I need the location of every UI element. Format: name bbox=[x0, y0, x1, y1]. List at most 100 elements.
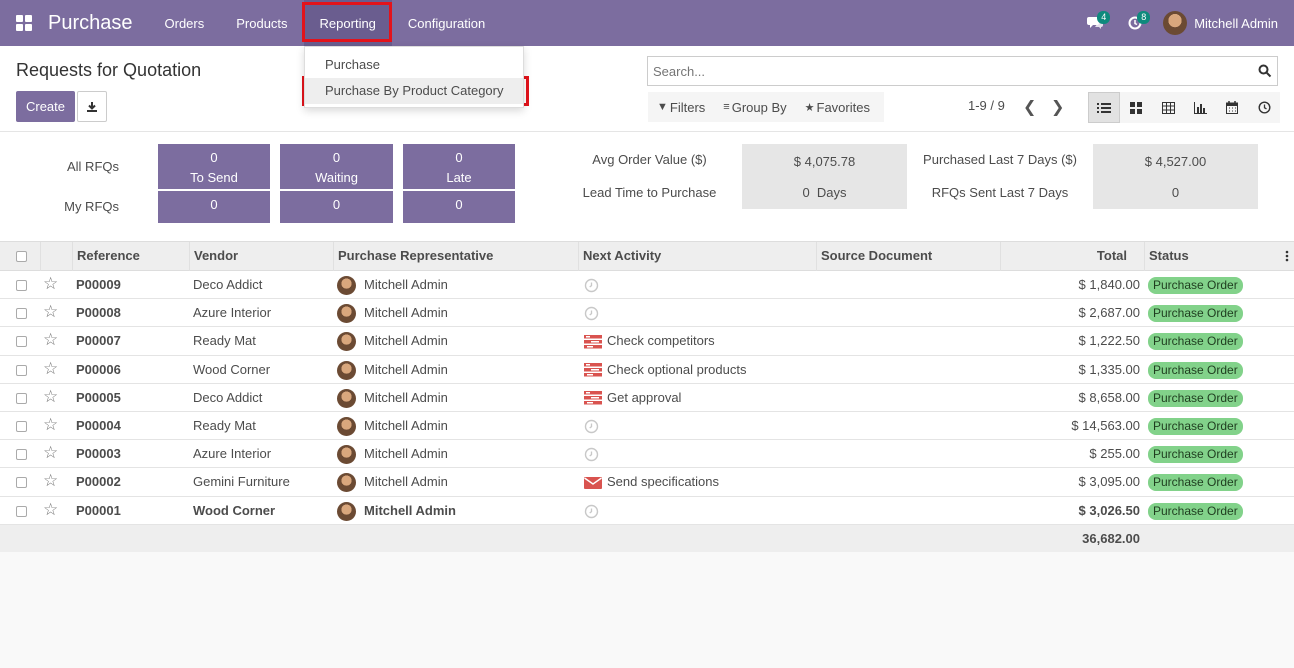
clock-icon[interactable] bbox=[584, 278, 599, 293]
list-view-button[interactable] bbox=[1088, 92, 1120, 123]
table-row[interactable]: ☆ P00003 Azure Interior Mitchell Admin $ 255… bbox=[0, 440, 1294, 469]
favorites-label: Favorites bbox=[816, 99, 870, 115]
pager-value[interactable]: 1-9 / 9 bbox=[968, 98, 1005, 113]
tile-to-send-my[interactable]: 0 bbox=[158, 191, 270, 223]
star-icon[interactable]: ☆ bbox=[43, 471, 59, 491]
table-row[interactable]: ☆ P00004 Ready Mat Mitchell Admin $ 14,563.0… bbox=[0, 411, 1294, 441]
table-row[interactable]: ☆ P00002 Gemini Furniture Mitchell Admin Sen… bbox=[0, 468, 1294, 497]
representative-name: Mitchell Admin bbox=[364, 389, 448, 405]
column-reference[interactable]: Reference bbox=[72, 242, 190, 271]
filters-button[interactable]: ▼ Filters bbox=[648, 100, 714, 115]
search-icon[interactable] bbox=[1258, 64, 1272, 78]
row-checkbox[interactable] bbox=[16, 449, 27, 461]
tile-waiting-my[interactable]: 0 bbox=[280, 191, 393, 223]
apps-menu-icon[interactable] bbox=[0, 0, 48, 46]
app-title[interactable]: Purchase bbox=[48, 11, 133, 34]
star-icon[interactable]: ☆ bbox=[43, 499, 59, 519]
menu-reporting[interactable]: Reporting bbox=[303, 0, 392, 46]
row-checkbox[interactable] bbox=[16, 420, 27, 432]
next-activity-cell[interactable]: Check optional products bbox=[584, 356, 746, 384]
activity-summary: Send specifications bbox=[607, 474, 720, 490]
star-icon[interactable]: ☆ bbox=[43, 302, 59, 322]
lead-time-label: Lead Time to Purchase bbox=[582, 185, 717, 200]
tasks-icon[interactable] bbox=[584, 363, 602, 377]
next-activity-cell[interactable]: Check competitors bbox=[584, 327, 715, 355]
download-button[interactable] bbox=[77, 91, 107, 122]
next-activity-cell[interactable] bbox=[584, 271, 604, 299]
table-row[interactable]: ☆ P00001 Wood Corner Mitchell Admin $ 3,026.… bbox=[0, 496, 1294, 525]
total-cell: $ 3,026.50 bbox=[1078, 502, 1140, 518]
menu-products[interactable]: Products bbox=[236, 15, 288, 31]
column-total[interactable]: Total bbox=[1000, 242, 1145, 271]
graph-view-button[interactable] bbox=[1184, 92, 1216, 123]
next-activity-cell[interactable] bbox=[584, 440, 604, 468]
dropdown-item-purchase[interactable]: Purchase bbox=[325, 57, 380, 72]
next-activity-cell[interactable] bbox=[584, 299, 604, 327]
menu-orders[interactable]: Orders bbox=[164, 15, 205, 31]
status-badge: Purchase Order bbox=[1148, 474, 1243, 492]
next-activity-cell[interactable] bbox=[584, 412, 604, 440]
star-icon[interactable]: ☆ bbox=[43, 386, 59, 406]
select-all-checkbox[interactable] bbox=[16, 251, 27, 262]
tile-waiting-all[interactable]: 0 Waiting bbox=[280, 144, 393, 189]
star-icon[interactable]: ☆ bbox=[43, 274, 59, 293]
column-next-activity[interactable]: Next Activity bbox=[578, 242, 817, 271]
row-checkbox[interactable] bbox=[16, 336, 27, 348]
pivot-view-button[interactable] bbox=[1152, 92, 1184, 123]
pager-next-icon[interactable]: ❯ bbox=[1051, 99, 1065, 116]
table-row[interactable]: ☆ P00008 Azure Interior Mitchell Admin $ 2,6… bbox=[0, 299, 1294, 328]
kanban-view-button[interactable] bbox=[1120, 92, 1152, 123]
table-row[interactable]: ☆ P00009 Deco Addict Mitchell Admin $ 1,840.… bbox=[0, 271, 1294, 300]
row-checkbox[interactable] bbox=[16, 505, 27, 517]
tasks-icon[interactable] bbox=[584, 334, 602, 349]
star-icon[interactable]: ☆ bbox=[43, 414, 59, 434]
clock-icon bbox=[1257, 101, 1271, 114]
next-activity-cell[interactable]: Send specifications bbox=[584, 468, 719, 496]
row-checkbox[interactable] bbox=[16, 477, 27, 489]
search-input[interactable] bbox=[648, 57, 1248, 85]
create-button[interactable]: Create bbox=[16, 91, 75, 122]
row-checkbox[interactable] bbox=[16, 280, 27, 291]
tile-value: 0 bbox=[210, 150, 218, 165]
tasks-icon[interactable] bbox=[584, 391, 602, 405]
clock-icon[interactable] bbox=[584, 419, 599, 434]
user-menu[interactable]: Mitchell Admin bbox=[1155, 11, 1294, 35]
star-icon[interactable]: ☆ bbox=[43, 443, 59, 463]
star-icon: ★ bbox=[804, 101, 815, 114]
table-row[interactable]: ☆ P00005 Deco Addict Mitchell Admin Get appr… bbox=[0, 383, 1294, 412]
clock-icon[interactable] bbox=[584, 447, 599, 462]
table-row[interactable]: ☆ P00007 Ready Mat Mitchell Admin Check comp… bbox=[0, 327, 1294, 356]
pager-previous-icon[interactable]: ❮ bbox=[1023, 99, 1037, 116]
clock-icon[interactable] bbox=[584, 306, 599, 321]
next-activity-cell[interactable]: Get approval bbox=[584, 384, 681, 412]
clock-icon[interactable] bbox=[584, 504, 599, 519]
tile-late-all[interactable]: 0 Late bbox=[403, 144, 515, 189]
optional-columns-icon[interactable] bbox=[1285, 250, 1289, 265]
star-icon[interactable]: ☆ bbox=[43, 358, 59, 378]
favorites-button[interactable]: ★ Favorites bbox=[796, 100, 879, 115]
column-status[interactable]: Status bbox=[1144, 242, 1294, 271]
row-checkbox[interactable] bbox=[16, 308, 27, 320]
star-icon[interactable]: ☆ bbox=[43, 330, 59, 350]
tile-to-send-all[interactable]: 0 To Send bbox=[158, 144, 270, 189]
row-checkbox[interactable] bbox=[16, 364, 27, 376]
group-by-button[interactable]: ≡ Group By bbox=[714, 100, 795, 115]
column-purchase-representative[interactable]: Purchase Representative bbox=[333, 242, 579, 271]
representative-name: Mitchell Admin bbox=[364, 333, 448, 349]
vendor-cell: Wood Corner bbox=[193, 502, 276, 518]
next-activity-cell[interactable] bbox=[584, 497, 604, 525]
activities-button[interactable]: 8 bbox=[1115, 0, 1155, 46]
row-checkbox[interactable] bbox=[16, 392, 27, 404]
menu-configuration[interactable]: Configuration bbox=[407, 15, 486, 31]
messages-button[interactable]: 4 bbox=[1075, 0, 1115, 46]
column-vendor[interactable]: Vendor bbox=[189, 242, 334, 271]
dropdown-item-purchase-by-product-category[interactable]: Purchase By Product Category bbox=[305, 78, 523, 104]
avatar bbox=[1163, 11, 1188, 35]
column-source-document[interactable]: Source Document bbox=[816, 242, 1001, 271]
tile-late-my[interactable]: 0 bbox=[403, 191, 515, 223]
table-row[interactable]: ☆ P00006 Wood Corner Mitchell Admin Check op… bbox=[0, 355, 1294, 384]
activity-view-button[interactable] bbox=[1248, 92, 1280, 123]
representative-name: Mitchell Admin bbox=[364, 417, 448, 433]
calendar-view-button[interactable] bbox=[1216, 92, 1248, 123]
envelope-icon[interactable] bbox=[584, 476, 602, 490]
